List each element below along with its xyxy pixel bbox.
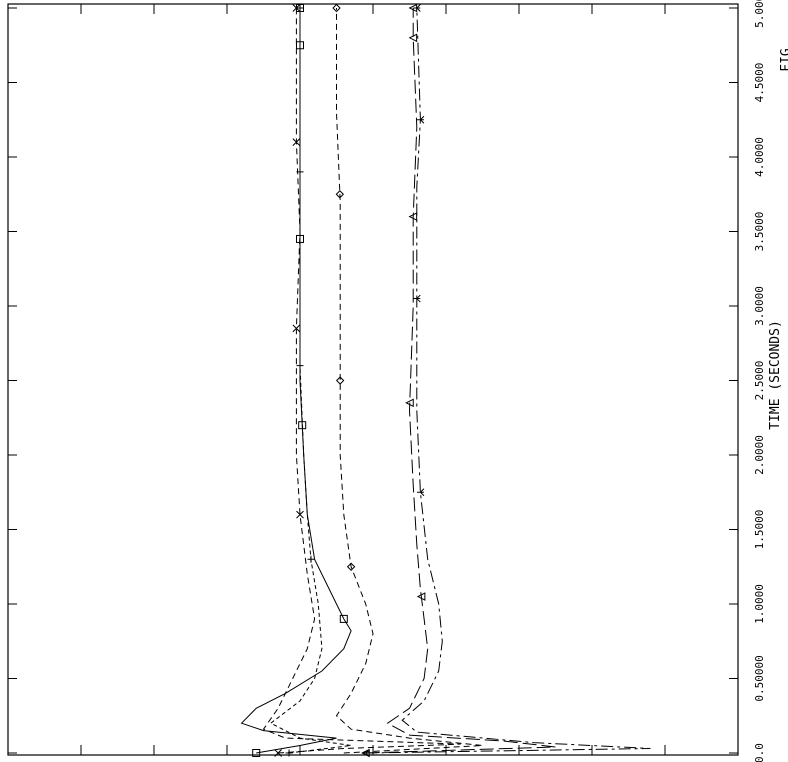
x-tick-label: 3.5000 xyxy=(753,212,766,252)
marker-x xyxy=(292,138,301,146)
marker-diamond xyxy=(335,190,345,199)
plot-border xyxy=(7,3,739,756)
x-tick-label: 5.0000 xyxy=(753,0,766,28)
plot-frame xyxy=(7,3,739,756)
x-axis-label: TIME (SECONDS) xyxy=(768,320,783,430)
marker-tri-down xyxy=(362,749,370,757)
marker-triangle xyxy=(416,592,426,601)
series-4 xyxy=(332,3,483,754)
x-tick-label: 4.0000 xyxy=(753,137,766,177)
series-6 xyxy=(362,4,651,757)
series-line xyxy=(269,8,352,754)
marker-tri-down xyxy=(416,115,425,124)
series-layer xyxy=(240,3,651,758)
marker-tri-down xyxy=(413,294,421,303)
marker-triangle xyxy=(408,212,418,221)
marker-diamond xyxy=(332,3,341,13)
x-tick-label: 1.0000 xyxy=(753,584,766,624)
series-3 xyxy=(269,4,352,757)
marker-plus xyxy=(296,4,304,12)
axis-ticks xyxy=(8,4,738,755)
series-line xyxy=(335,8,483,754)
x-tick-label: 4.5000 xyxy=(753,63,766,103)
series-2 xyxy=(262,4,461,757)
marker-plus xyxy=(307,555,315,563)
marker-square xyxy=(339,614,348,623)
figure-label: FIG xyxy=(779,48,788,72)
marker-plus xyxy=(285,749,293,757)
series-5 xyxy=(361,3,556,758)
marker-tri-down xyxy=(416,488,425,497)
marker-diamond xyxy=(335,376,345,385)
marker-plus xyxy=(296,168,304,176)
x-tick-label: 3.0000 xyxy=(753,286,766,326)
marker-diamond xyxy=(346,562,356,571)
x-tick-label: 0.0 xyxy=(753,743,766,762)
series-line xyxy=(262,8,461,754)
x-tick-label: 2.5000 xyxy=(753,361,766,401)
marker-x xyxy=(292,4,301,12)
marker-triangle xyxy=(408,33,418,43)
marker-tri-down xyxy=(413,4,421,12)
marker-x xyxy=(296,510,304,519)
x-tick-label: 0.50000 xyxy=(753,655,766,701)
marker-square xyxy=(252,749,261,757)
marker-plus xyxy=(296,362,304,370)
marker-triangle xyxy=(405,398,414,408)
x-tick-label: 2.0000 xyxy=(753,435,766,475)
marker-x xyxy=(292,324,301,333)
x-tick-label: 1.5000 xyxy=(753,510,766,550)
series-line xyxy=(365,7,651,754)
series-line xyxy=(365,8,556,754)
marker-x xyxy=(274,749,282,757)
series-line xyxy=(240,8,352,754)
x-tick-labels: 0.0 0.50000 1.0000 1.5000 2.0000 2.5000 3.0000… xyxy=(753,0,766,762)
